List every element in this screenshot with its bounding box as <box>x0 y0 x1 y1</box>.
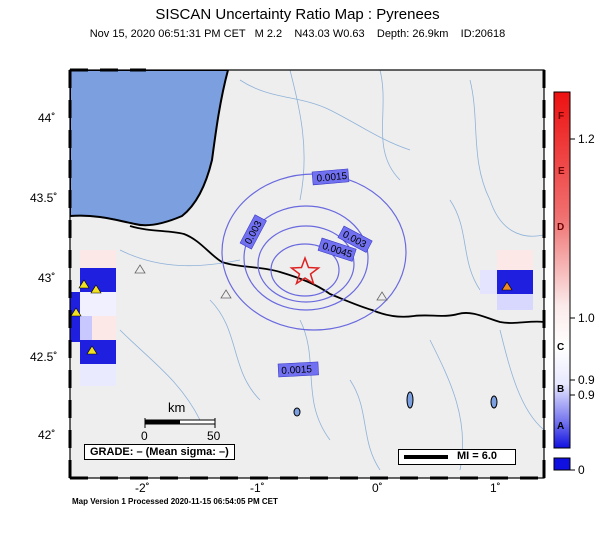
grade-letter: B <box>557 384 565 395</box>
station-yellow <box>90 284 102 294</box>
station-yellow <box>70 307 82 317</box>
sea-area <box>70 70 230 227</box>
mi-bar <box>404 455 448 459</box>
colorbar <box>553 91 571 449</box>
uncertainty-cells-right <box>480 250 533 310</box>
event-subtitle: Nov 15, 2020 06:51:31 PM CET M 2.2 N43.0… <box>89 28 506 40</box>
epicenter-star-icon <box>289 255 321 286</box>
map-version-footer: Map Version 1 Processed 2020-11-15 06:54… <box>72 497 278 506</box>
grade-letter: D <box>557 222 565 233</box>
colorbar-label: 0 <box>578 463 585 477</box>
uncertainty-cells-left <box>70 250 116 386</box>
lat-label: 43.5˚ <box>30 191 58 205</box>
grade-letter: E <box>558 166 565 177</box>
colorbar-label: 0.9 <box>578 373 595 387</box>
station-orange <box>501 281 513 291</box>
contour-label: 0.0015 <box>316 171 348 185</box>
contour-label: 0.0015 <box>281 364 313 377</box>
lat-label: 42.5˚ <box>30 350 58 364</box>
mi-text: MI = 6.0 <box>457 450 498 462</box>
colorbar-label: 1.0 <box>578 311 595 325</box>
scale-unit: km <box>168 400 186 415</box>
scale-start: 0 <box>141 429 148 443</box>
map-title: SISCAN Uncertainty Ratio Map : Pyrenees <box>155 6 440 23</box>
lat-label: 43˚ <box>38 271 56 285</box>
contours <box>221 173 407 331</box>
station-inactive <box>220 289 232 299</box>
lon-label: -2˚ <box>135 481 150 495</box>
country-border <box>129 225 544 324</box>
lat-label: 44˚ <box>38 111 56 125</box>
lat-label: 42˚ <box>38 428 56 442</box>
scale-bar <box>144 418 216 428</box>
station-inactive <box>134 264 146 274</box>
station-yellow <box>86 345 98 355</box>
grade-letter: A <box>557 421 565 432</box>
rivers <box>119 70 544 471</box>
mi-legend: MI = 6.0 <box>398 449 516 465</box>
grade-letter: C <box>557 342 565 353</box>
colorbar-label: 0.9 <box>578 388 595 402</box>
colorbar-label: 1.2 <box>578 132 595 146</box>
lon-label: 1˚ <box>490 481 501 495</box>
lakes <box>293 391 498 417</box>
grade-legend: GRADE: – (Mean sigma: –) <box>84 444 235 460</box>
station-yellow <box>78 279 90 289</box>
frame-ticks <box>68 68 546 480</box>
map-frame <box>69 69 545 479</box>
lon-label: -1˚ <box>250 481 265 495</box>
station-inactive <box>376 291 388 301</box>
scale-end: 50 <box>207 429 221 443</box>
lon-label: 0˚ <box>372 481 383 495</box>
stations <box>70 264 513 355</box>
grade-letter: F <box>558 111 565 122</box>
colorbar-zero-swatch <box>553 457 571 471</box>
